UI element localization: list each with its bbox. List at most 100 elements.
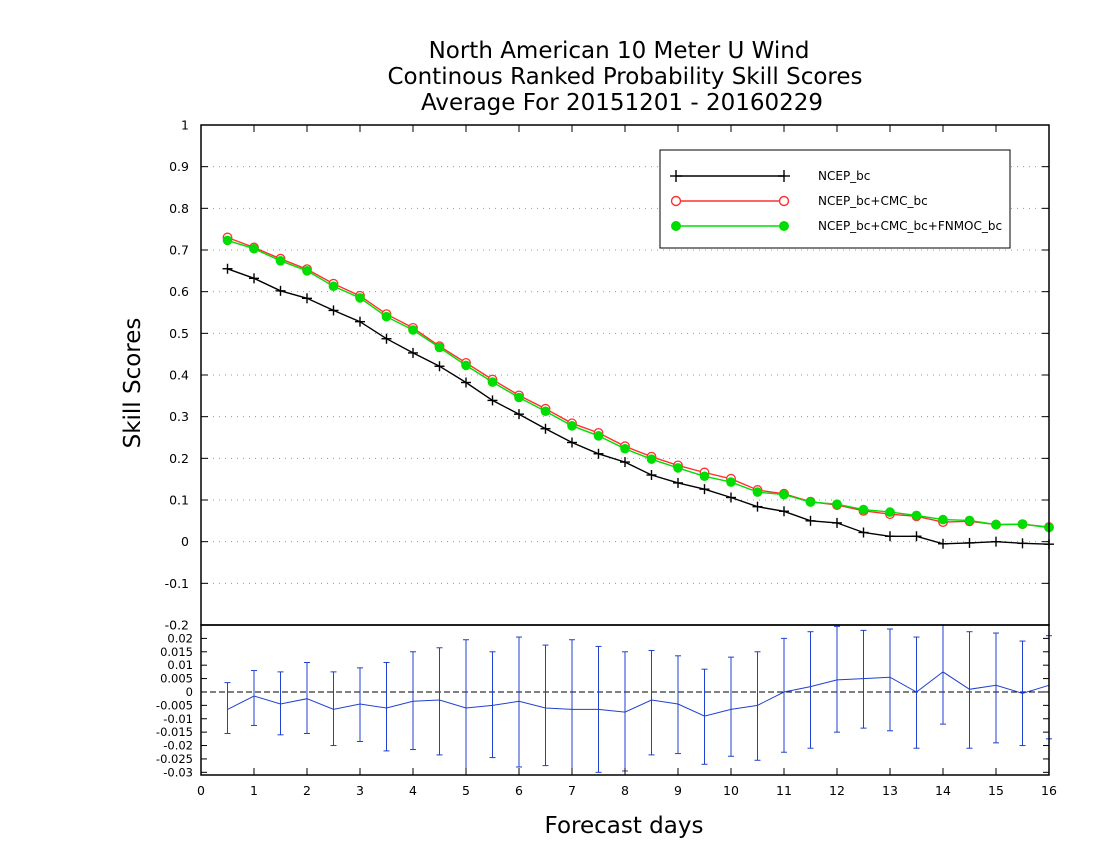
data-point-plus (328, 305, 339, 316)
y-tick-label-top: 0.8 (169, 201, 189, 216)
x-tick-label: 15 (988, 783, 1004, 798)
y-tick-label-bottom: -0.03 (163, 765, 193, 779)
y-tick-label-bottom: 0 (186, 685, 193, 699)
y-tick-label-top: 0.6 (169, 284, 189, 299)
data-point-plus (752, 501, 763, 512)
ticks: -0.2 -0.1 0 0.1 0.2 0.3 0.4 0.5 0.6 0.7 0.8 0.9 1 -0.… (156, 118, 1057, 799)
data-point-plus (911, 531, 922, 542)
chart-title-line-2: Continous Ranked Probability Skill Score… (387, 64, 862, 90)
chart-title-line-3: Average For 20151201 - 20160229 (421, 90, 823, 116)
data-point-filled-circle (699, 471, 710, 482)
data-point-filled-circle (885, 507, 895, 517)
y-tick-label-top: 0.1 (169, 493, 189, 508)
series-line-2 (227, 239, 1050, 529)
data-point-filled-circle (487, 377, 498, 387)
series-line-0 (227, 268, 1050, 545)
data-point-filled-circle (302, 266, 312, 276)
y-tick-label-top: 0.5 (169, 326, 189, 341)
x-tick-label: 6 (515, 783, 523, 798)
y-tick-label-bottom: -0.015 (156, 725, 193, 739)
data-point-plus (1017, 538, 1028, 549)
data-point-filled-circle (222, 235, 233, 246)
y-tick-label-bottom: -0.01 (163, 712, 193, 726)
y-tick-label-bottom: 0.015 (160, 645, 193, 659)
data-point-plus (487, 395, 498, 406)
data-point-filled-circle (964, 515, 975, 526)
data-point-plus (355, 316, 365, 327)
data-point-filled-circle (593, 431, 604, 441)
legend: NCEP_bc NCEP_bc+CMC_bc NCEP_bc+CMC_bc+FN… (659, 149, 1011, 249)
data-point-plus (699, 484, 710, 495)
data-point-filled-circle (991, 519, 1001, 530)
x-tick-label: 2 (303, 783, 311, 798)
legend-marker-ncep-bc-right (778, 170, 790, 182)
data-point-filled-circle (752, 487, 763, 497)
bottom-series (224, 624, 1052, 776)
x-tick-label: 1 (250, 783, 258, 798)
data-point-filled-circle (832, 499, 842, 509)
data-point-filled-circle (514, 392, 524, 403)
x-tick-label: 14 (935, 783, 951, 798)
data-point-plus (805, 515, 816, 526)
data-point-filled-circle (381, 311, 392, 322)
x-tick-label: 0 (197, 783, 205, 798)
x-tick-label: 11 (776, 783, 792, 798)
y-tick-label-bottom: 0.005 (160, 672, 193, 686)
data-point-plus (514, 409, 524, 420)
y-tick-label-top: -0.1 (165, 576, 189, 591)
data-point-filled-circle (805, 497, 816, 507)
data-point-plus (938, 538, 948, 549)
data-point-filled-circle (249, 243, 259, 254)
data-point-filled-circle (567, 421, 577, 431)
data-point-plus (673, 477, 683, 488)
x-tick-label: 5 (462, 783, 470, 798)
data-point-filled-circle (620, 443, 630, 454)
y-tick-label-top: 1 (181, 118, 189, 133)
data-point-filled-circle (911, 510, 922, 521)
data-point-filled-circle (434, 342, 445, 353)
data-point-plus (726, 492, 736, 503)
data-point-filled-circle (938, 514, 948, 525)
x-tick-label: 9 (674, 783, 682, 798)
y-axis-label: Skill Scores (120, 318, 146, 449)
data-point-filled-circle (858, 504, 869, 515)
y-tick-label-top: -0.2 (165, 618, 189, 633)
data-point-plus (964, 537, 975, 548)
legend-marker-ncep-cmc-fnmoc-right (779, 221, 789, 231)
legend-marker-ncep-cmc-left (670, 195, 682, 207)
chart-title-line-1: North American 10 Meter U Wind (429, 38, 810, 64)
y-tick-label-top: 0.3 (169, 409, 189, 424)
y-tick-label-top: 0.2 (169, 451, 189, 466)
data-point-filled-circle (726, 477, 736, 487)
data-point-plus (434, 361, 445, 372)
y-tick-label-top: 0.4 (169, 368, 189, 383)
x-axis-label: Forecast days (545, 813, 704, 839)
legend-marker-ncep-cmc-fnmoc-left (671, 221, 681, 231)
data-point-plus (593, 448, 604, 459)
series-line-1 (227, 236, 1050, 528)
y-tick-label-bottom: 0.01 (167, 658, 193, 672)
data-point-plus (275, 285, 286, 296)
data-point-plus (858, 527, 869, 538)
y-tick-label-bottom: -0.02 (163, 739, 193, 753)
legend-marker-ncep-cmc-right (778, 195, 790, 207)
data-point-filled-circle (540, 406, 551, 417)
legend-label-ncep-bc: NCEP_bc (818, 169, 870, 183)
x-tick-label: 8 (621, 783, 629, 798)
data-point-plus (461, 377, 471, 388)
y-tick-label-top: 0 (181, 534, 189, 549)
data-point-plus (567, 437, 577, 448)
data-point-plus (885, 531, 895, 542)
data-point-plus (249, 273, 259, 284)
x-tick-label: 7 (568, 783, 576, 798)
data-point-plus (779, 506, 789, 517)
y-tick-label-top: 0.7 (169, 243, 189, 258)
y-tick-label-bottom: 0.02 (167, 631, 193, 645)
x-tick-label: 16 (1041, 783, 1057, 798)
data-point-filled-circle (461, 360, 471, 371)
data-point-filled-circle (275, 256, 286, 266)
top-series (222, 232, 1054, 550)
data-point-plus (646, 470, 657, 480)
legend-box (659, 149, 1011, 249)
